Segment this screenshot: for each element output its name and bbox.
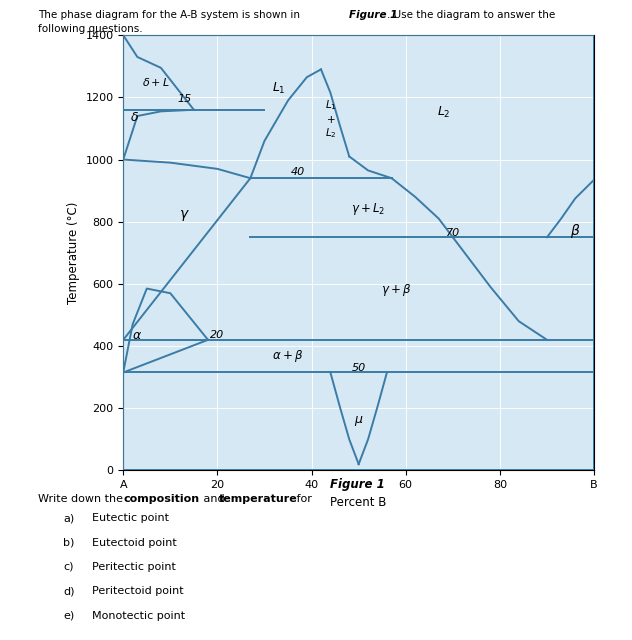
Text: Write down the: Write down the	[38, 494, 126, 504]
Text: following questions.: following questions.	[38, 24, 143, 34]
Text: $\gamma + L_2$: $\gamma + L_2$	[351, 201, 386, 217]
Text: for: for	[293, 494, 312, 504]
Text: 70: 70	[446, 228, 460, 237]
Text: Eutectoid point: Eutectoid point	[92, 538, 176, 548]
Text: Figure 1: Figure 1	[330, 478, 384, 491]
Text: $\delta + L$: $\delta + L$	[142, 76, 170, 88]
Text: $L_1$: $L_1$	[272, 81, 286, 95]
Text: The phase diagram for the A-B system is shown in: The phase diagram for the A-B system is …	[38, 10, 303, 20]
Text: 20: 20	[210, 330, 224, 340]
Text: Peritectic point: Peritectic point	[92, 562, 176, 572]
Text: $\alpha$: $\alpha$	[132, 329, 142, 342]
Text: a): a)	[63, 513, 75, 524]
Text: c): c)	[63, 562, 74, 572]
Text: $\delta$: $\delta$	[130, 111, 140, 124]
Text: Figure 1: Figure 1	[349, 10, 398, 20]
X-axis label: Percent B: Percent B	[331, 495, 387, 509]
Text: temperature: temperature	[219, 494, 298, 504]
Text: d): d)	[63, 586, 75, 596]
Text: $\beta$: $\beta$	[570, 222, 580, 240]
Text: 40: 40	[290, 167, 305, 177]
Text: $\mu$: $\mu$	[354, 413, 363, 428]
Text: Peritectoid point: Peritectoid point	[92, 586, 183, 596]
Text: $L_2$: $L_2$	[437, 106, 450, 120]
Text: $\gamma + \beta$: $\gamma + \beta$	[381, 282, 411, 298]
Text: b): b)	[63, 538, 75, 548]
Text: e): e)	[63, 611, 75, 621]
Y-axis label: Temperature (°C): Temperature (°C)	[67, 202, 80, 304]
Text: composition: composition	[123, 494, 199, 504]
Text: Eutectic point: Eutectic point	[92, 513, 169, 524]
Text: . Use the diagram to answer the: . Use the diagram to answer the	[387, 10, 555, 20]
Text: $\alpha + \beta$: $\alpha + \beta$	[272, 348, 304, 364]
Text: $\gamma$: $\gamma$	[179, 208, 190, 223]
Text: 15: 15	[178, 94, 191, 104]
Text: Monotectic point: Monotectic point	[92, 611, 185, 621]
Text: $L_1$
$+$
$L_2$: $L_1$ $+$ $L_2$	[324, 98, 336, 140]
Text: and: and	[200, 494, 228, 504]
Text: 50: 50	[351, 363, 366, 373]
